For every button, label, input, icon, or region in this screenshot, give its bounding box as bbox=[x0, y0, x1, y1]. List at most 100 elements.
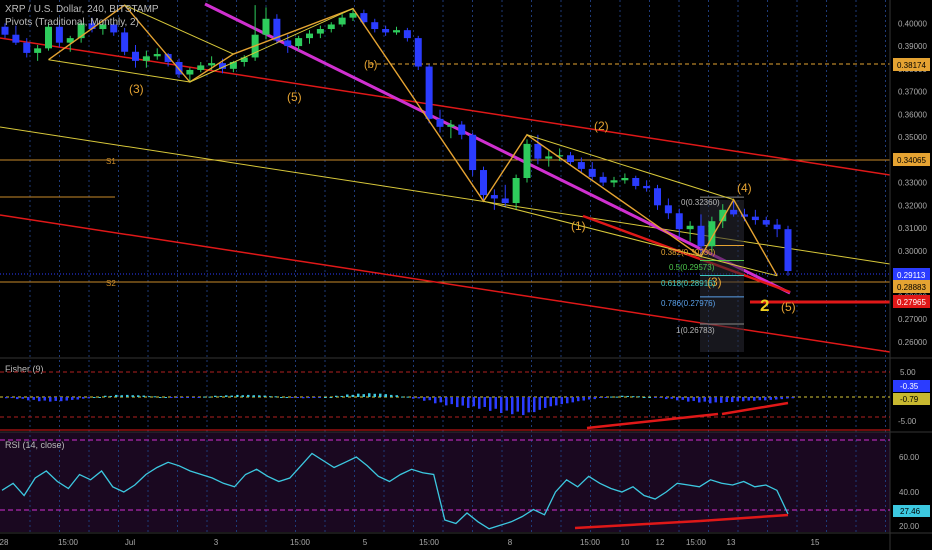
price-axis-label: 0.39000 bbox=[898, 42, 927, 51]
fisher-bar bbox=[769, 397, 772, 400]
fisher-bar bbox=[670, 397, 673, 399]
fisher-bar bbox=[115, 394, 118, 397]
fisher-bar bbox=[16, 397, 19, 400]
wave-channel-line bbox=[124, 4, 234, 55]
wave-label-3b: (3) bbox=[707, 275, 722, 289]
candle bbox=[523, 139, 531, 183]
time-axis[interactable]: 28 15:00 Jul 3 15:00 5 15:00 8 15:00 10 12 15:00 13 1… bbox=[0, 538, 820, 547]
fisher-bar bbox=[703, 397, 706, 402]
price-axis-label: 0.31000 bbox=[898, 224, 927, 233]
fisher-bar bbox=[445, 397, 448, 406]
fisher-bar bbox=[65, 397, 68, 401]
candle bbox=[262, 7, 270, 40]
fisher-bar bbox=[742, 397, 745, 402]
red-divergence-line-fisher-a bbox=[586, 412, 719, 430]
fisher-bar bbox=[505, 397, 508, 411]
fisher-bar bbox=[401, 396, 404, 398]
fisher-bar bbox=[208, 396, 211, 398]
candle bbox=[55, 22, 63, 48]
fisher-bar bbox=[582, 397, 585, 401]
fisher-bar bbox=[170, 397, 173, 398]
fib-label-0: 0(0.32360) bbox=[681, 198, 720, 207]
candle bbox=[784, 225, 792, 276]
fisher-bar bbox=[434, 397, 437, 404]
wave-label-3a: (3) bbox=[129, 82, 144, 96]
price-tag-0.28883-bg bbox=[893, 280, 930, 293]
price-axis-label: 0.33000 bbox=[898, 179, 927, 188]
fisher-bar bbox=[786, 397, 789, 399]
candle bbox=[132, 44, 139, 68]
fisher-bar bbox=[214, 395, 217, 397]
candle bbox=[34, 44, 42, 61]
candle bbox=[197, 62, 205, 73]
wave-label-5b: (5) bbox=[781, 300, 796, 314]
price-tag-0.34065: 0.34065 bbox=[897, 156, 926, 165]
candle bbox=[577, 157, 585, 174]
candle bbox=[512, 174, 520, 210]
price-axis-label: 0.32000 bbox=[898, 201, 927, 210]
candle bbox=[77, 21, 85, 43]
fisher-bar bbox=[49, 397, 52, 402]
fisher-bar bbox=[379, 393, 382, 397]
candle bbox=[621, 173, 629, 184]
fisher-bar bbox=[164, 397, 167, 398]
candle bbox=[480, 166, 487, 201]
rsi-tag-bg bbox=[893, 505, 930, 517]
pivots-label: Pivots (Traditional, Monthly, 2) bbox=[5, 17, 139, 28]
fisher-bar bbox=[731, 397, 734, 403]
fisher-bar bbox=[522, 397, 525, 416]
candle bbox=[316, 25, 324, 39]
fisher-bar bbox=[533, 397, 536, 413]
fisher-bar bbox=[274, 396, 277, 398]
fisher-bar bbox=[318, 397, 321, 398]
fisher-bar bbox=[329, 397, 332, 398]
candle bbox=[99, 21, 107, 35]
fisher-bar bbox=[181, 397, 184, 398]
fisher-bar bbox=[175, 397, 178, 398]
candle bbox=[436, 109, 444, 133]
fisher-bar bbox=[142, 395, 145, 397]
fisher-bar bbox=[720, 397, 723, 403]
pivot-s2-label: S2 bbox=[106, 279, 116, 288]
fisher-bar bbox=[38, 397, 41, 402]
candle bbox=[1, 23, 9, 39]
time-axis-label: 15:00 bbox=[58, 538, 79, 547]
price-axis-label: 0.37000 bbox=[898, 88, 927, 97]
fisher-bar bbox=[610, 396, 613, 398]
fisher-bar bbox=[456, 397, 459, 408]
fisher-bar bbox=[478, 397, 481, 409]
time-axis-label: 3 bbox=[214, 538, 219, 547]
red-divergence-line-rsi-b bbox=[699, 513, 789, 523]
rsi-axis-20: 20.00 bbox=[899, 522, 920, 531]
fisher-bar bbox=[643, 397, 646, 398]
candle bbox=[88, 17, 96, 33]
price-tag-0.29113-bg bbox=[893, 268, 930, 281]
fib-label-1: 1(0.26783) bbox=[676, 326, 715, 335]
fisher-bar bbox=[258, 395, 261, 397]
rsi-line bbox=[1, 452, 789, 530]
chart-title: XRP / U.S. Dollar, 240, BITSTAMP bbox=[5, 4, 159, 15]
candle bbox=[588, 162, 596, 182]
fisher-bar bbox=[93, 397, 96, 398]
wave-channel-line bbox=[700, 255, 778, 277]
fisher-bar bbox=[120, 395, 123, 397]
candle bbox=[45, 23, 52, 51]
fisher-bar bbox=[27, 397, 30, 401]
fisher-bar bbox=[549, 397, 552, 407]
wave-channel-line bbox=[48, 59, 190, 83]
time-axis-label: Jul bbox=[125, 538, 135, 547]
fisher-bar bbox=[791, 397, 794, 399]
fisher-bar bbox=[632, 396, 635, 398]
fisher-bar bbox=[725, 397, 728, 402]
candle bbox=[338, 14, 346, 27]
rsi-tag: 27.46 bbox=[900, 507, 921, 516]
fisher-bar bbox=[560, 397, 563, 405]
fisher-tag-1-bg bbox=[893, 380, 930, 392]
fisher-bar bbox=[593, 397, 596, 400]
candle bbox=[599, 172, 607, 186]
fisher-bar bbox=[71, 397, 74, 400]
fisher-bar bbox=[654, 397, 657, 398]
big-wave-label-2: 2 bbox=[760, 296, 769, 315]
fisher-bar bbox=[687, 397, 690, 402]
